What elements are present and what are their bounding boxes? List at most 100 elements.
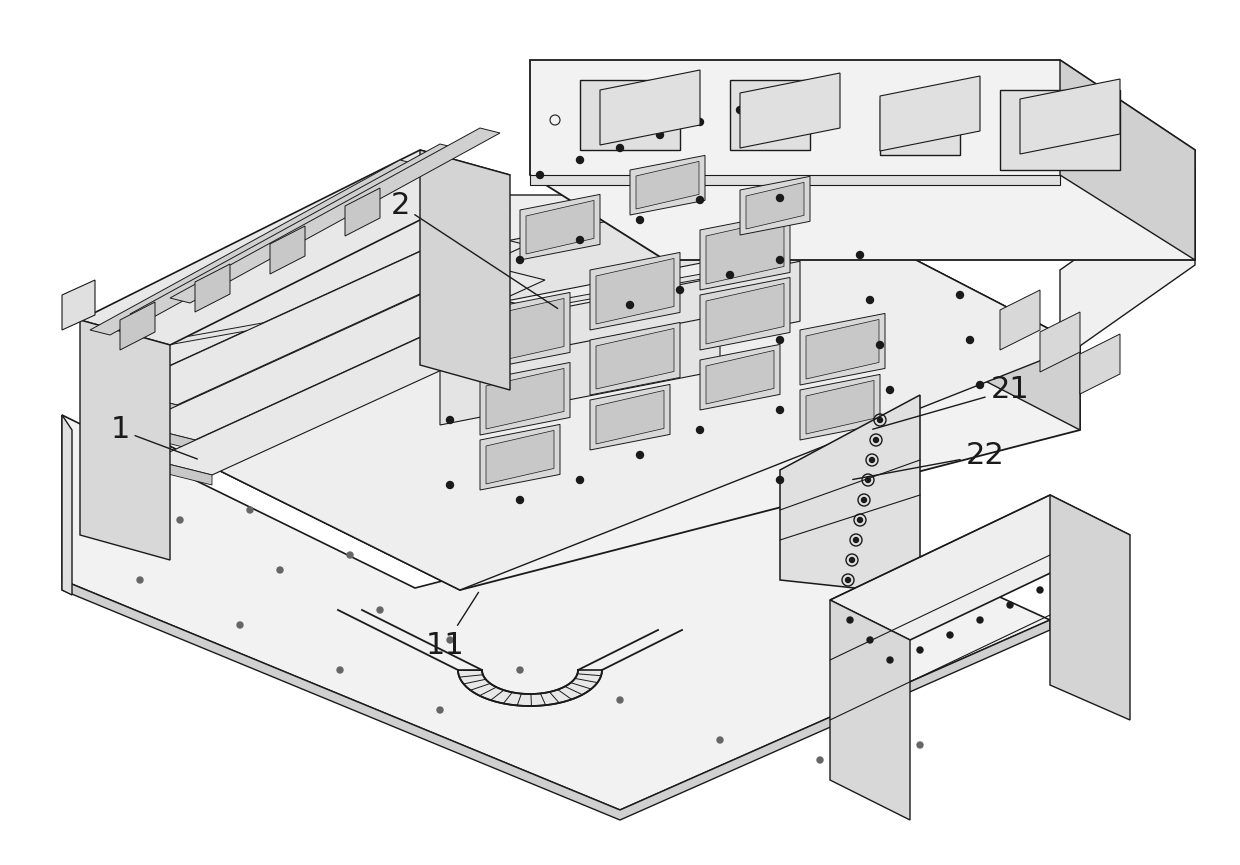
Circle shape — [148, 457, 153, 463]
Circle shape — [918, 647, 923, 653]
Circle shape — [446, 637, 453, 643]
Circle shape — [577, 236, 584, 244]
Polygon shape — [701, 278, 790, 350]
Circle shape — [877, 342, 883, 349]
Polygon shape — [701, 344, 780, 410]
Polygon shape — [706, 350, 774, 404]
Polygon shape — [81, 150, 510, 345]
Polygon shape — [486, 368, 564, 429]
Polygon shape — [596, 259, 675, 324]
Polygon shape — [780, 395, 920, 595]
Polygon shape — [62, 415, 72, 595]
Circle shape — [847, 617, 853, 623]
Polygon shape — [135, 265, 546, 440]
Text: 11: 11 — [425, 593, 479, 659]
Circle shape — [918, 742, 923, 748]
Circle shape — [436, 216, 444, 223]
Polygon shape — [153, 460, 212, 485]
Circle shape — [947, 632, 954, 638]
Circle shape — [867, 637, 873, 643]
Polygon shape — [440, 316, 720, 425]
Polygon shape — [800, 375, 880, 440]
Circle shape — [697, 196, 703, 203]
Circle shape — [849, 558, 854, 562]
Polygon shape — [630, 156, 706, 215]
Circle shape — [867, 297, 873, 304]
Circle shape — [776, 257, 784, 264]
Polygon shape — [596, 329, 675, 389]
Circle shape — [776, 195, 784, 202]
Bar — [730, 80, 810, 150]
Polygon shape — [486, 431, 554, 484]
Polygon shape — [120, 302, 155, 350]
Polygon shape — [91, 160, 420, 335]
Circle shape — [517, 497, 523, 503]
Polygon shape — [195, 264, 229, 312]
Circle shape — [697, 426, 703, 433]
Circle shape — [436, 707, 443, 713]
Polygon shape — [806, 319, 879, 379]
Polygon shape — [170, 128, 500, 303]
Polygon shape — [1060, 175, 1195, 360]
Polygon shape — [806, 381, 874, 434]
Polygon shape — [167, 228, 790, 345]
Polygon shape — [596, 390, 663, 444]
Polygon shape — [590, 384, 670, 450]
Polygon shape — [135, 425, 195, 450]
Polygon shape — [999, 290, 1040, 350]
Polygon shape — [790, 195, 1080, 430]
Polygon shape — [486, 298, 564, 364]
Circle shape — [446, 482, 454, 489]
Polygon shape — [167, 258, 790, 375]
Polygon shape — [520, 195, 600, 260]
Circle shape — [237, 622, 243, 628]
Circle shape — [656, 131, 663, 138]
Polygon shape — [880, 76, 980, 151]
Circle shape — [966, 336, 973, 343]
Polygon shape — [740, 176, 810, 235]
Polygon shape — [62, 415, 1050, 810]
Polygon shape — [706, 284, 784, 344]
Bar — [880, 100, 960, 155]
Circle shape — [446, 417, 454, 424]
Circle shape — [577, 157, 584, 163]
Circle shape — [466, 202, 474, 208]
Polygon shape — [830, 600, 910, 820]
Circle shape — [636, 216, 644, 223]
Circle shape — [616, 144, 624, 151]
Circle shape — [862, 497, 867, 503]
Polygon shape — [800, 313, 885, 385]
Polygon shape — [167, 195, 1080, 590]
Polygon shape — [1060, 60, 1195, 260]
Text: 21: 21 — [873, 375, 1029, 429]
Polygon shape — [529, 175, 1060, 185]
Circle shape — [1037, 587, 1043, 593]
Polygon shape — [167, 340, 460, 590]
Polygon shape — [1040, 312, 1080, 372]
Polygon shape — [167, 195, 1080, 590]
Text: 22: 22 — [853, 440, 1004, 479]
Text: 2: 2 — [391, 190, 558, 309]
Polygon shape — [117, 390, 177, 415]
Polygon shape — [117, 230, 527, 405]
Polygon shape — [420, 150, 510, 390]
Circle shape — [517, 667, 523, 673]
Circle shape — [853, 537, 858, 542]
Circle shape — [377, 607, 383, 613]
Polygon shape — [167, 288, 790, 405]
Polygon shape — [153, 300, 562, 475]
Circle shape — [866, 477, 870, 483]
Polygon shape — [636, 162, 699, 209]
Circle shape — [277, 567, 283, 573]
Polygon shape — [100, 355, 160, 380]
Polygon shape — [830, 495, 1130, 640]
Polygon shape — [740, 73, 839, 148]
Circle shape — [869, 458, 874, 463]
Polygon shape — [480, 362, 570, 435]
Text: 1: 1 — [110, 415, 197, 459]
Polygon shape — [706, 219, 784, 284]
Circle shape — [496, 187, 503, 194]
Circle shape — [956, 292, 963, 298]
Circle shape — [717, 737, 723, 743]
Polygon shape — [1021, 79, 1120, 154]
